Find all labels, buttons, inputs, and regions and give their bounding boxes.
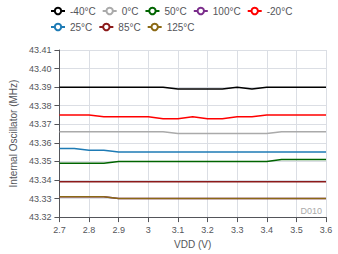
svg-text:D010: D010 bbox=[300, 206, 322, 216]
svg-text:50°C: 50°C bbox=[164, 6, 186, 17]
svg-text:3.2: 3.2 bbox=[201, 225, 214, 235]
svg-text:3.5: 3.5 bbox=[290, 225, 303, 235]
svg-text:3: 3 bbox=[146, 225, 151, 235]
svg-text:43.39: 43.39 bbox=[29, 82, 52, 92]
svg-text:43.36: 43.36 bbox=[29, 138, 52, 148]
svg-text:43.37: 43.37 bbox=[29, 119, 52, 129]
svg-text:100°C: 100°C bbox=[213, 6, 241, 17]
svg-text:VDD (V): VDD (V) bbox=[174, 239, 211, 250]
svg-text:43.33: 43.33 bbox=[29, 194, 52, 204]
svg-text:3.6: 3.6 bbox=[320, 225, 333, 235]
svg-text:Internal Oscillator (MHz): Internal Oscillator (MHz) bbox=[8, 80, 19, 188]
svg-text:2.7: 2.7 bbox=[53, 225, 66, 235]
svg-text:43.34: 43.34 bbox=[29, 175, 52, 185]
svg-text:43.38: 43.38 bbox=[29, 101, 52, 111]
svg-text:125°C: 125°C bbox=[167, 22, 195, 33]
svg-text:3.3: 3.3 bbox=[231, 225, 244, 235]
svg-text:25°C: 25°C bbox=[70, 22, 92, 33]
svg-text:43.32: 43.32 bbox=[29, 212, 52, 222]
svg-text:43.41: 43.41 bbox=[29, 45, 52, 55]
svg-text:-20°C: -20°C bbox=[267, 6, 293, 17]
svg-text:85°C: 85°C bbox=[118, 22, 140, 33]
svg-text:-40°C: -40°C bbox=[70, 6, 96, 17]
svg-text:3.4: 3.4 bbox=[261, 225, 274, 235]
svg-text:3.1: 3.1 bbox=[172, 225, 185, 235]
svg-text:0°C: 0°C bbox=[122, 6, 139, 17]
svg-text:43.40: 43.40 bbox=[29, 64, 52, 74]
svg-text:2.8: 2.8 bbox=[83, 225, 96, 235]
svg-text:43.35: 43.35 bbox=[29, 156, 52, 166]
svg-text:2.9: 2.9 bbox=[112, 225, 125, 235]
